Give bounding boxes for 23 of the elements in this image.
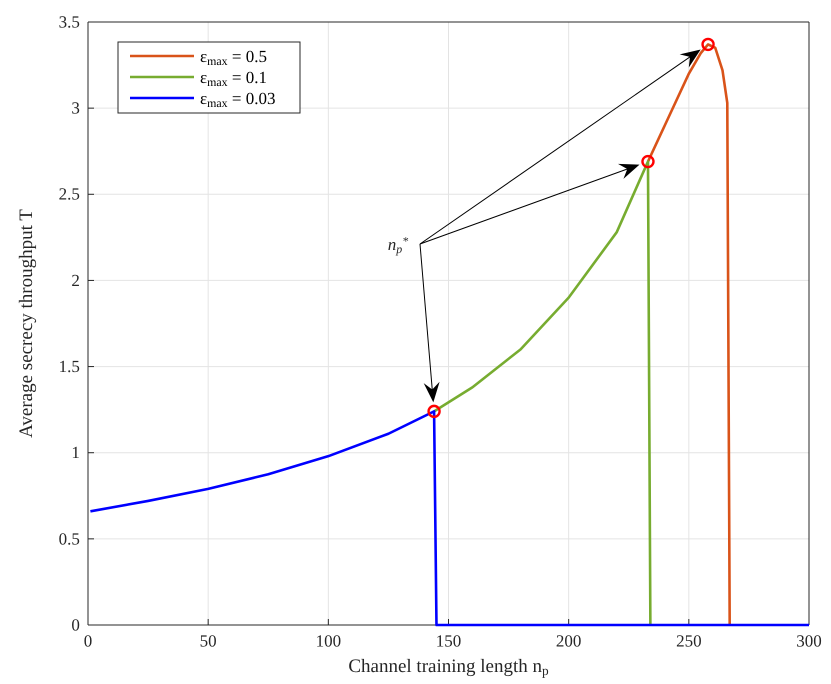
x-tick-label: 100	[316, 632, 342, 651]
y-tick-label: 1.5	[58, 357, 80, 376]
point	[701, 38, 715, 52]
point	[427, 404, 441, 418]
x-tick-label: 150	[436, 632, 462, 651]
y-tick-label: 3	[71, 98, 80, 118]
x-axis-title: Channel training length n$_{p}$	[348, 656, 549, 678]
point	[641, 154, 655, 168]
y-tick-label: 2	[71, 270, 80, 290]
x-tick-label: 50	[200, 632, 217, 651]
legend-label: ε$_{max}$ = 0.03	[200, 89, 276, 110]
x-tick-label: 200	[556, 632, 582, 651]
y-tick-label: 2.5	[58, 184, 80, 204]
x-tick-label: 300	[796, 632, 822, 651]
y-tick-label: 1	[71, 443, 80, 462]
y-tick-label: 0.5	[58, 529, 80, 548]
x-tick-label: 0	[84, 632, 92, 651]
legend-label: ε$_{max}$ = 0.1	[200, 68, 267, 89]
y-axis-title: Average secrecy throughput T	[16, 208, 37, 438]
y-tick-label: 0	[71, 615, 80, 634]
y-tick-label: 3.5	[58, 12, 80, 32]
legend-label: ε$_{max}$ = 0.5	[200, 47, 267, 68]
x-tick-label: 250	[676, 632, 702, 651]
